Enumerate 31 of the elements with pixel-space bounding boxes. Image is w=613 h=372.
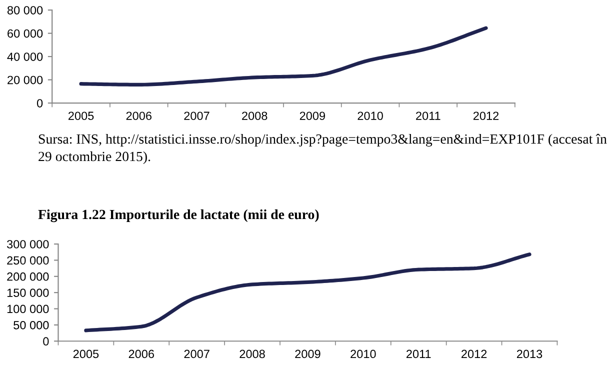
y-tick-label: 40 000 [7, 52, 43, 61]
x-tick-label: 2005 [68, 112, 94, 120]
x-tick-label: 2008 [242, 112, 268, 120]
y-tick-label: 50 000 [14, 320, 49, 330]
x-tick-label: 2007 [184, 112, 210, 120]
x-tick-label: 2006 [126, 112, 152, 120]
x-tick-label: 2013 [516, 350, 542, 358]
x-tick-label: 2005 [73, 350, 99, 358]
x-tick-label: 2009 [295, 350, 320, 358]
text: Sursa: INS, http://statistici.insse.ro/shop/index.jsp?page=tempo3&lang=en&ind=EXP101F (accesat în 29 octombrie 2015). [38, 134, 607, 164]
x-tick-label: 2012 [473, 112, 499, 120]
x-tick-label: 2011 [416, 112, 440, 120]
x-tick-label: 2012 [462, 350, 487, 358]
y-tick-label: 100 000 [7, 304, 49, 314]
y-tick-label: 250 000 [7, 256, 49, 265]
x-tick-label: 2011 [406, 350, 431, 358]
x-tick-label: 2010 [350, 350, 376, 358]
x-tick-label: 2006 [128, 350, 154, 358]
y-tick-label: 60 000 [8, 29, 43, 38]
x-tick-label: 2008 [240, 350, 265, 358]
y-tick-label: 80 000 [7, 6, 43, 14]
y-tick-label: 0 [43, 337, 49, 346]
y-tick-label: 20 000 [8, 76, 43, 84]
chart-title: Figura 1.22 Importurile de lactate (mii de euro) [38, 209, 319, 222]
y-tick-label: 0 [36, 99, 43, 108]
y-tick-label: 300 000 [6, 240, 49, 248]
x-tick-label: 2009 [300, 112, 326, 120]
y-tick-label: 150 000 [7, 288, 49, 297]
x-tick-label: 2007 [184, 350, 210, 358]
x-tick-label: 2010 [358, 112, 383, 120]
y-tick-label: 200 000 [7, 272, 49, 281]
